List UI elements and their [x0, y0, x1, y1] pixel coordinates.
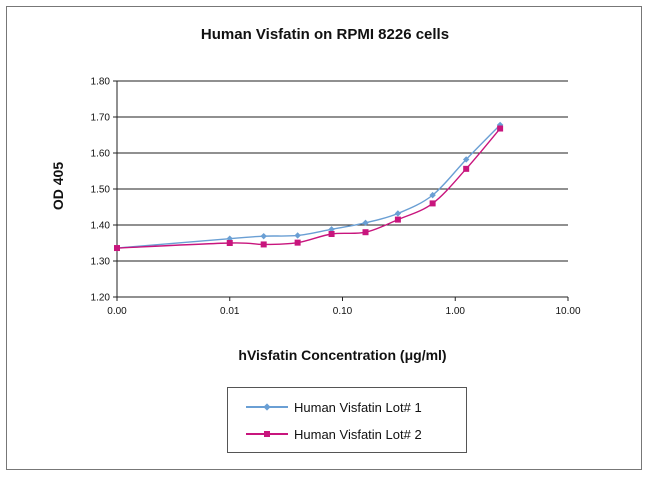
x-tick-label: 1.00 — [446, 306, 466, 317]
data-point-lot2 — [394, 216, 401, 223]
data-point-lot1 — [294, 232, 301, 239]
data-point-lot2 — [463, 165, 470, 172]
data-point-lot2 — [362, 229, 369, 236]
legend-label-lot1: Human Visfatin Lot# 1 — [294, 399, 422, 415]
data-point-lot1 — [462, 156, 470, 163]
y-tick-label: 1.70 — [91, 113, 111, 124]
x-tick-label: 0.01 — [220, 306, 240, 317]
x-tick-label: 10.00 — [555, 306, 580, 317]
series-line-lot1 — [116, 124, 501, 249]
series-line-lot2 — [116, 128, 501, 249]
data-point-lot2 — [114, 245, 120, 252]
data-point-lot2 — [294, 239, 301, 246]
legend-item-lot1: Human Visfatin Lot# 1 — [246, 397, 422, 417]
legend-item-lot2: Human Visfatin Lot# 2 — [246, 424, 422, 444]
x-tick-label: 0.10 — [333, 306, 353, 317]
y-tick-label: 1.30 — [91, 257, 111, 268]
y-tick-label: 1.40 — [91, 221, 111, 232]
chart-title: Human Visfatin on RPMI 8226 cells — [200, 26, 450, 43]
data-point-lot1 — [260, 232, 267, 240]
x-axis-label: hVisfatin Concentration (μg/ml) — [238, 347, 447, 363]
data-point-lot1 — [429, 191, 436, 199]
data-point-lot1 — [362, 219, 369, 227]
y-tick-label: 1.50 — [91, 185, 111, 196]
data-point-lot1 — [328, 226, 335, 233]
legend-swatch-lot2 — [246, 428, 288, 440]
y-tick-label: 1.20 — [91, 293, 111, 304]
data-point-lot2 — [260, 241, 267, 248]
y-tick-label: 1.60 — [91, 149, 111, 160]
legend: Human Visfatin Lot# 1 Human Visfatin Lot… — [227, 387, 467, 453]
x-tick-label: 0.00 — [107, 306, 127, 317]
legend-label-lot2: Human Visfatin Lot# 2 — [294, 426, 422, 442]
y-tick-label: 1.80 — [91, 77, 111, 88]
data-point-lot1 — [394, 210, 402, 217]
legend-swatch-lot1 — [246, 401, 288, 413]
data-point-lot2 — [429, 200, 436, 207]
data-point-lot2 — [328, 231, 335, 237]
data-point-lot2 — [497, 125, 504, 132]
data-point-lot2 — [226, 240, 233, 246]
data-point-lot1 — [226, 235, 233, 242]
